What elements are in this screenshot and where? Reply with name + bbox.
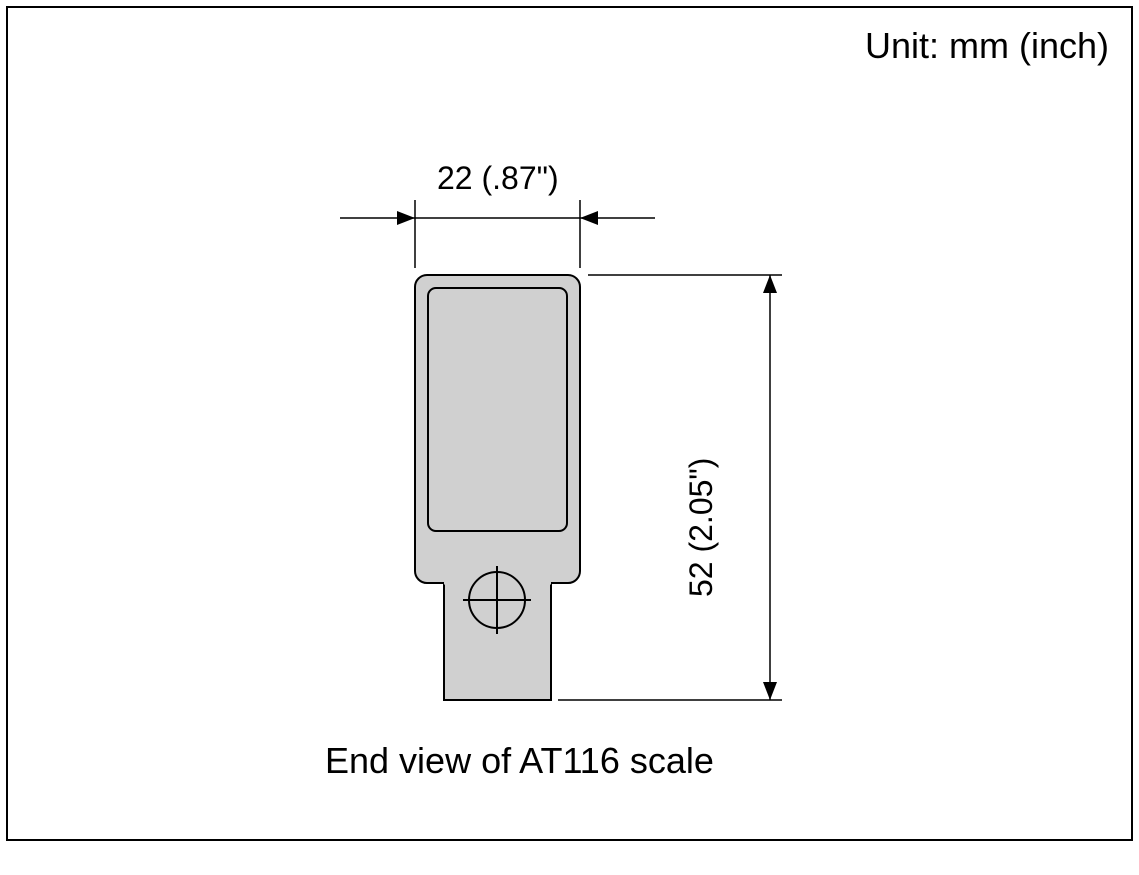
width-dimension-label: 22 (.87")	[437, 160, 559, 197]
drawing-caption: End view of AT116 scale	[325, 740, 714, 782]
width-dimension	[340, 200, 655, 268]
height-dimension	[558, 275, 782, 700]
scale-inner-window	[428, 288, 567, 531]
height-dimension-label: 52 (2.05")	[683, 458, 720, 597]
